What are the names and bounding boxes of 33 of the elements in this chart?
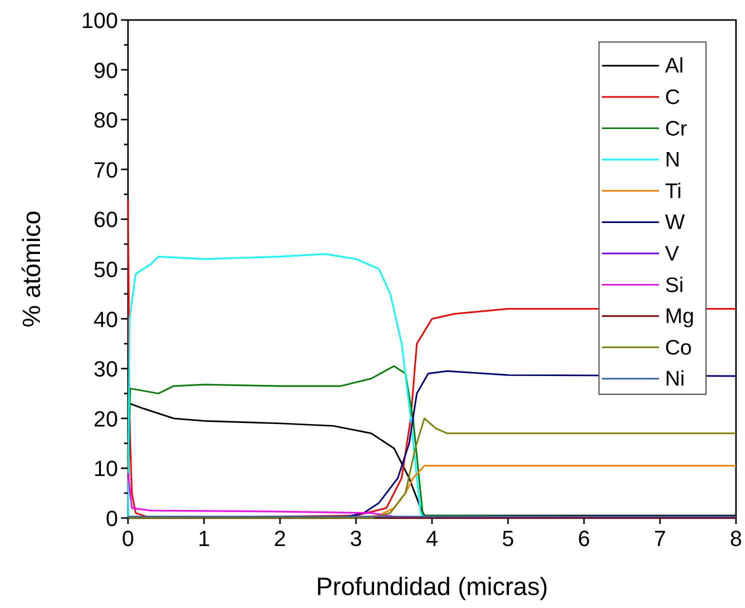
x-tick-label: 0 bbox=[122, 526, 134, 551]
legend-label: Mg bbox=[665, 305, 694, 328]
legend-label: Ni bbox=[665, 368, 685, 391]
legend-label: N bbox=[665, 148, 680, 172]
x-tick-label: 5 bbox=[502, 526, 514, 551]
x-tick-label: 3 bbox=[350, 526, 362, 551]
y-tick-label: 70 bbox=[94, 157, 118, 182]
y-tick-label: 40 bbox=[94, 306, 118, 332]
y-tick-label: 20 bbox=[94, 406, 118, 432]
legend-label: C bbox=[665, 86, 680, 109]
y-tick-label: 30 bbox=[94, 356, 118, 382]
x-axis-title: Profundidad (micras) bbox=[316, 573, 548, 601]
x-tick-label: 2 bbox=[274, 526, 286, 551]
y-tick-label: 0 bbox=[106, 506, 118, 531]
x-tick-label: 1 bbox=[198, 526, 210, 551]
y-tick-label: 90 bbox=[94, 58, 118, 83]
y-tick-label: 100 bbox=[81, 8, 118, 33]
legend-label: W bbox=[665, 211, 685, 234]
x-tick-label: 7 bbox=[654, 526, 666, 551]
x-tick-label: 6 bbox=[578, 526, 590, 551]
y-axis-title: % atómico bbox=[18, 210, 46, 328]
y-tick-label: 80 bbox=[94, 108, 118, 133]
legend-label: Ti bbox=[665, 180, 682, 203]
y-tick-label: 60 bbox=[94, 207, 118, 232]
legend-label: Al bbox=[665, 54, 684, 78]
legend-label: V bbox=[665, 242, 680, 266]
legend-label: Si bbox=[665, 274, 684, 297]
legend-label: Cr bbox=[665, 117, 688, 140]
y-tick-label: 10 bbox=[94, 456, 118, 482]
legend-label: Co bbox=[665, 336, 692, 360]
x-tick-label: 4 bbox=[426, 526, 438, 551]
x-tick-label: 8 bbox=[730, 526, 742, 551]
y-tick-label: 50 bbox=[94, 257, 118, 282]
